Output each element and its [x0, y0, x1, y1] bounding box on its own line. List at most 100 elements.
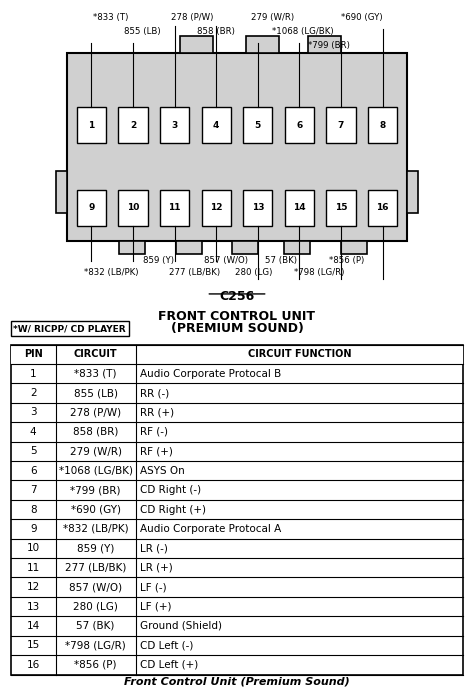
Text: Audio Corporate Protocal A: Audio Corporate Protocal A: [140, 524, 282, 534]
Text: 16: 16: [27, 660, 40, 670]
FancyBboxPatch shape: [118, 189, 147, 226]
Text: FRONT CONTROL UNIT: FRONT CONTROL UNIT: [158, 310, 316, 323]
Text: 7: 7: [30, 485, 36, 495]
Text: 277 (LB/BK): 277 (LB/BK): [169, 267, 220, 276]
Text: 278 (P/W): 278 (P/W): [70, 407, 121, 418]
Text: *1068 (LG/BK): *1068 (LG/BK): [59, 466, 133, 475]
Bar: [119, 241, 145, 255]
Text: CD Left (-): CD Left (-): [140, 640, 194, 650]
FancyBboxPatch shape: [243, 107, 273, 143]
Text: 12: 12: [210, 203, 222, 212]
Text: 859 (Y): 859 (Y): [77, 544, 114, 553]
Text: C256: C256: [219, 290, 255, 303]
Bar: [176, 241, 201, 255]
Text: 5: 5: [30, 446, 36, 457]
Text: 10: 10: [127, 203, 139, 212]
FancyBboxPatch shape: [11, 321, 128, 336]
Text: RF (+): RF (+): [140, 446, 173, 457]
Text: *798 (LG/R): *798 (LG/R): [65, 640, 126, 650]
Bar: [232, 241, 258, 255]
Text: *856 (P): *856 (P): [74, 660, 117, 670]
FancyBboxPatch shape: [201, 107, 231, 143]
Bar: [181, 36, 213, 54]
FancyBboxPatch shape: [160, 189, 189, 226]
Bar: [11, 345, 463, 674]
Bar: [11, 345, 463, 364]
Text: 11: 11: [27, 563, 40, 573]
Text: *799 (BR): *799 (BR): [70, 485, 121, 495]
Text: 1: 1: [30, 369, 36, 379]
Text: 7: 7: [338, 120, 344, 129]
Text: Audio Corporate Protocal B: Audio Corporate Protocal B: [140, 369, 282, 379]
FancyBboxPatch shape: [118, 107, 147, 143]
Text: Front Control Unit (Premium Sound): Front Control Unit (Premium Sound): [124, 677, 350, 686]
Text: 279 (W/R): 279 (W/R): [70, 446, 122, 457]
FancyBboxPatch shape: [77, 107, 106, 143]
Bar: [341, 241, 366, 255]
Text: 10: 10: [27, 544, 40, 553]
Text: 4: 4: [213, 120, 219, 129]
Text: 12: 12: [27, 582, 40, 592]
Text: RF (-): RF (-): [140, 427, 168, 437]
Text: 5: 5: [255, 120, 261, 129]
Text: 57 (BK): 57 (BK): [76, 621, 115, 631]
Text: 859 (Y): 859 (Y): [143, 256, 174, 264]
Text: *690 (GY): *690 (GY): [71, 505, 121, 514]
FancyBboxPatch shape: [368, 107, 397, 143]
Text: CD Left (+): CD Left (+): [140, 660, 199, 670]
FancyBboxPatch shape: [285, 107, 314, 143]
Text: CIRCUIT FUNCTION: CIRCUIT FUNCTION: [248, 349, 351, 359]
Text: *856 (P): *856 (P): [329, 256, 364, 264]
Text: CD Right (+): CD Right (+): [140, 505, 206, 514]
Text: 15: 15: [335, 203, 347, 212]
Text: *798 (LG/R): *798 (LG/R): [293, 267, 344, 276]
Text: LF (-): LF (-): [140, 582, 167, 592]
Text: *833 (T): *833 (T): [93, 13, 128, 22]
Bar: [55, 171, 67, 213]
Text: 6: 6: [30, 466, 36, 475]
Text: (PREMIUM SOUND): (PREMIUM SOUND): [171, 322, 303, 335]
Text: 11: 11: [168, 203, 181, 212]
Text: 278 (P/W): 278 (P/W): [171, 13, 213, 22]
Text: *833 (T): *833 (T): [74, 369, 117, 379]
Text: *832 (LB/PK): *832 (LB/PK): [84, 267, 138, 276]
Text: 855 (LB): 855 (LB): [73, 388, 118, 398]
Text: RR (+): RR (+): [140, 407, 174, 418]
Text: Ground (Shield): Ground (Shield): [140, 621, 222, 631]
Text: *832 (LB/PK): *832 (LB/PK): [63, 524, 128, 534]
Text: 280 (LG): 280 (LG): [73, 601, 118, 612]
Text: 855 (LB): 855 (LB): [124, 27, 161, 36]
Text: 14: 14: [293, 203, 306, 212]
Text: 3: 3: [30, 407, 36, 418]
FancyBboxPatch shape: [67, 54, 407, 241]
Text: 13: 13: [27, 601, 40, 612]
FancyBboxPatch shape: [285, 189, 314, 226]
Text: 8: 8: [30, 505, 36, 514]
Text: 857 (W/O): 857 (W/O): [204, 256, 248, 264]
Text: CIRCUIT: CIRCUIT: [74, 349, 118, 359]
Text: 277 (LB/BK): 277 (LB/BK): [65, 563, 126, 573]
Bar: [284, 241, 310, 255]
Text: 857 (W/O): 857 (W/O): [69, 582, 122, 592]
FancyBboxPatch shape: [327, 107, 356, 143]
Text: 2: 2: [130, 120, 136, 129]
Text: 858 (BR): 858 (BR): [73, 427, 118, 437]
FancyBboxPatch shape: [160, 107, 189, 143]
Text: LR (-): LR (-): [140, 544, 168, 553]
Text: 6: 6: [296, 120, 302, 129]
Text: ASYS On: ASYS On: [140, 466, 185, 475]
Text: 16: 16: [376, 203, 389, 212]
Text: RR (-): RR (-): [140, 388, 170, 398]
Text: LR (+): LR (+): [140, 563, 173, 573]
Bar: [246, 36, 279, 54]
Text: 57 (BK): 57 (BK): [265, 256, 297, 264]
FancyBboxPatch shape: [368, 189, 397, 226]
Text: *W/ RICPP/ CD PLAYER: *W/ RICPP/ CD PLAYER: [13, 324, 126, 333]
FancyBboxPatch shape: [243, 189, 273, 226]
Text: 9: 9: [88, 203, 95, 212]
Text: *1068 (LG/BK): *1068 (LG/BK): [273, 27, 334, 36]
Text: 9: 9: [30, 524, 36, 534]
Bar: [407, 171, 419, 213]
Text: LF (+): LF (+): [140, 601, 172, 612]
Text: 279 (W/R): 279 (W/R): [251, 13, 294, 22]
